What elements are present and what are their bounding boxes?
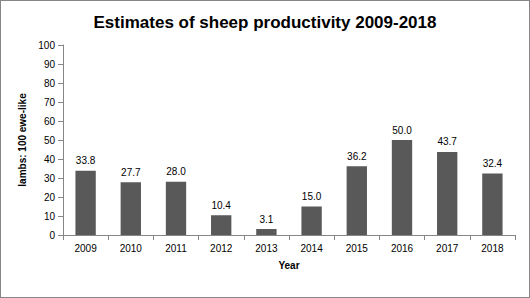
svg-text:10.4: 10.4 [211,200,231,211]
svg-text:2018: 2018 [481,243,504,254]
svg-text:32.4: 32.4 [483,158,503,169]
svg-text:90: 90 [44,59,56,70]
svg-text:2011: 2011 [165,243,187,254]
svg-text:lambs: 100 ewe-like: lambs: 100 ewe-like [17,93,28,187]
svg-text:80: 80 [44,78,56,89]
svg-text:2017: 2017 [436,243,459,254]
svg-text:70: 70 [44,97,56,108]
svg-text:36.2: 36.2 [347,151,367,162]
svg-text:0: 0 [49,230,55,241]
svg-text:2014: 2014 [300,243,323,254]
svg-text:43.7: 43.7 [437,136,457,147]
svg-text:50.0: 50.0 [392,125,412,136]
svg-text:30: 30 [44,173,56,184]
svg-text:3.1: 3.1 [259,214,273,225]
svg-text:2009: 2009 [74,243,97,254]
svg-text:Estimates of sheep productivit: Estimates of sheep productivity 2009-201… [94,13,437,32]
svg-text:20: 20 [44,192,56,203]
svg-text:2013: 2013 [255,243,278,254]
svg-text:2015: 2015 [346,243,369,254]
svg-text:15.0: 15.0 [302,191,322,202]
svg-text:2016: 2016 [391,243,414,254]
svg-text:50: 50 [44,135,56,146]
svg-text:40: 40 [44,154,56,165]
svg-text:28.0: 28.0 [166,166,186,177]
svg-text:2012: 2012 [210,243,233,254]
svg-text:Year: Year [278,260,299,271]
svg-text:27.7: 27.7 [121,167,141,178]
svg-text:60: 60 [44,116,56,127]
svg-text:10: 10 [44,211,56,222]
svg-text:100: 100 [38,40,55,51]
svg-text:33.8: 33.8 [76,155,96,166]
svg-text:2010: 2010 [120,243,143,254]
